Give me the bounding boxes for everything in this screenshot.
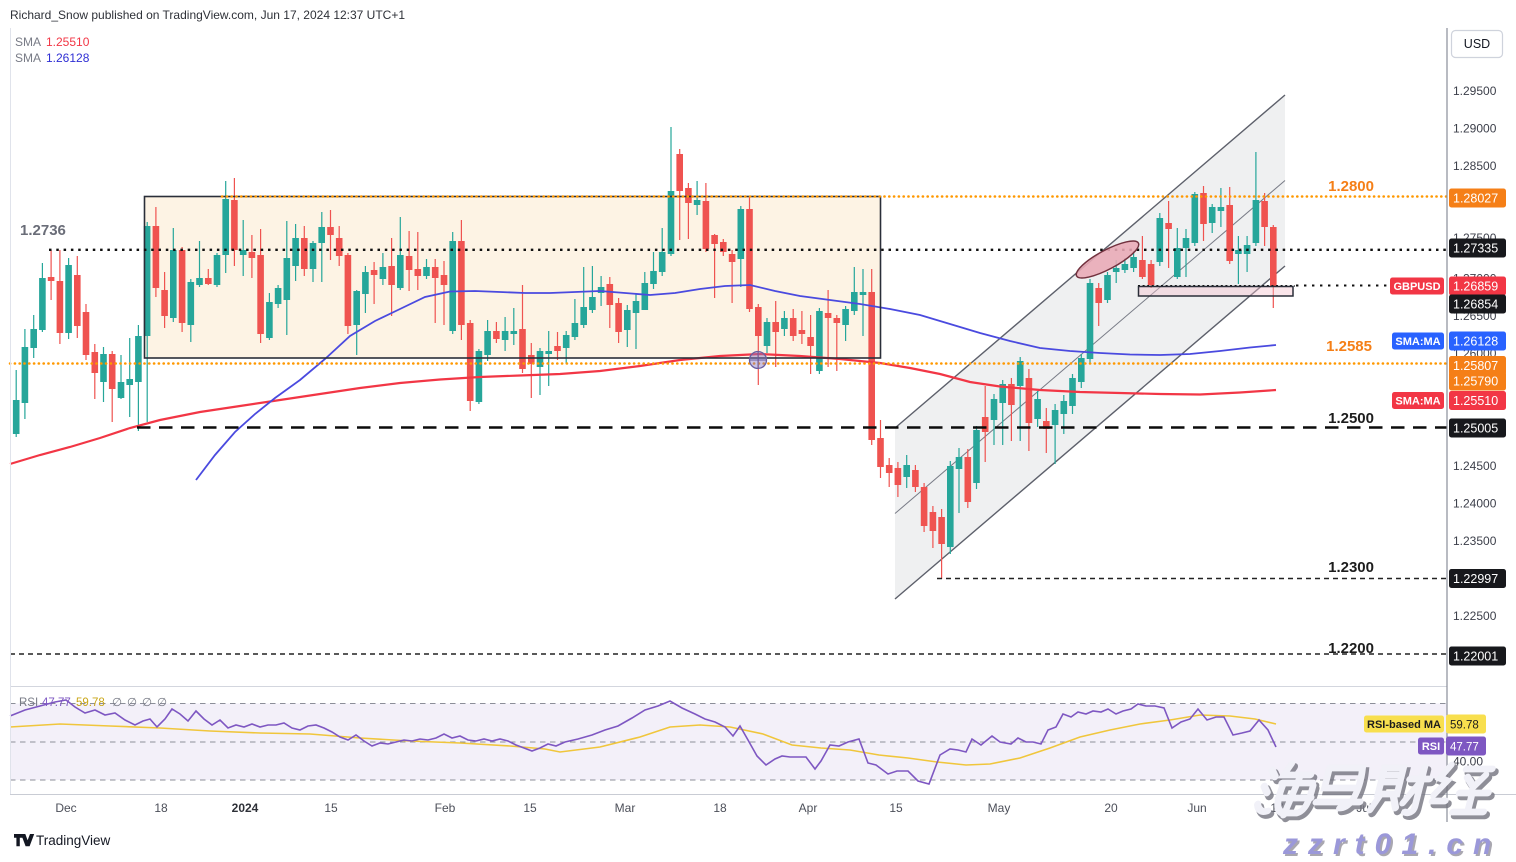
svg-text:2024: 2024 [232, 801, 259, 815]
svg-text:59.78: 59.78 [76, 697, 105, 709]
svg-text:1.25510: 1.25510 [1453, 394, 1498, 408]
svg-text:1.22997: 1.22997 [1453, 572, 1498, 586]
svg-text:1.2200: 1.2200 [1328, 640, 1374, 657]
svg-text:18: 18 [154, 801, 168, 815]
svg-text:Dec: Dec [55, 801, 76, 815]
svg-text:1.22500: 1.22500 [1453, 609, 1497, 623]
svg-text:SMA: SMA [15, 35, 41, 49]
svg-text:47.77: 47.77 [42, 697, 71, 709]
svg-text:1.2585: 1.2585 [1326, 338, 1372, 355]
svg-text:1.2800: 1.2800 [1328, 178, 1374, 195]
svg-text:∅∅∅∅: ∅∅∅∅ [112, 697, 172, 709]
svg-text:Jun: Jun [1187, 801, 1206, 815]
svg-text:15: 15 [324, 801, 338, 815]
svg-text:40.00: 40.00 [1453, 755, 1483, 769]
svg-text:1.24500: 1.24500 [1453, 459, 1497, 473]
svg-text:59.78: 59.78 [1450, 719, 1479, 731]
svg-text:Feb: Feb [435, 801, 456, 815]
svg-text:1.26859: 1.26859 [1453, 279, 1498, 293]
svg-text:SMA:MA: SMA:MA [1395, 336, 1440, 348]
svg-text:May: May [988, 801, 1011, 815]
svg-text:1.28027: 1.28027 [1453, 191, 1498, 205]
svg-text:1.25807: 1.25807 [1453, 359, 1498, 373]
svg-text:20: 20 [1104, 801, 1118, 815]
svg-text:1.2500: 1.2500 [1328, 410, 1374, 427]
svg-text:SMA:MA: SMA:MA [1395, 395, 1440, 407]
svg-text:15: 15 [889, 801, 903, 815]
svg-text:zzrt01.cn: zzrt01.cn [1282, 828, 1501, 857]
svg-text:1.23500: 1.23500 [1453, 534, 1497, 548]
svg-text:1.25790: 1.25790 [1453, 374, 1498, 388]
svg-text:1.24000: 1.24000 [1453, 497, 1497, 511]
svg-text:RSI-based MA: RSI-based MA [1367, 719, 1441, 731]
svg-text:RSI: RSI [1422, 741, 1440, 753]
svg-text:1.25510: 1.25510 [46, 35, 90, 49]
svg-text:SMA: SMA [15, 51, 41, 65]
svg-text:18: 18 [713, 801, 727, 815]
svg-text:Richard_Snow published on Trad: Richard_Snow published on TradingView.co… [10, 8, 405, 22]
svg-text:15: 15 [523, 801, 537, 815]
svg-text:1.29500: 1.29500 [1453, 84, 1497, 98]
svg-text:1.29000: 1.29000 [1453, 122, 1497, 136]
svg-text:1.2300: 1.2300 [1328, 559, 1374, 576]
svg-text:47.77: 47.77 [1450, 741, 1479, 753]
svg-text:1.22001: 1.22001 [1453, 649, 1498, 663]
svg-text:1.2736: 1.2736 [20, 222, 66, 239]
svg-text:1.25005: 1.25005 [1453, 421, 1498, 435]
svg-text:1.28500: 1.28500 [1453, 159, 1497, 173]
svg-text:Apr: Apr [799, 801, 818, 815]
svg-text:TradingView: TradingView [36, 833, 111, 848]
svg-text:1.26854: 1.26854 [1453, 297, 1498, 311]
svg-text:1.26128: 1.26128 [46, 51, 90, 65]
svg-text:1.27335: 1.27335 [1453, 241, 1498, 255]
svg-text:RSI: RSI [19, 697, 38, 709]
svg-text:1.26128: 1.26128 [1453, 334, 1498, 348]
svg-text:Mar: Mar [615, 801, 636, 815]
svg-text:GBPUSD: GBPUSD [1393, 281, 1440, 293]
svg-text:USD: USD [1464, 37, 1490, 51]
